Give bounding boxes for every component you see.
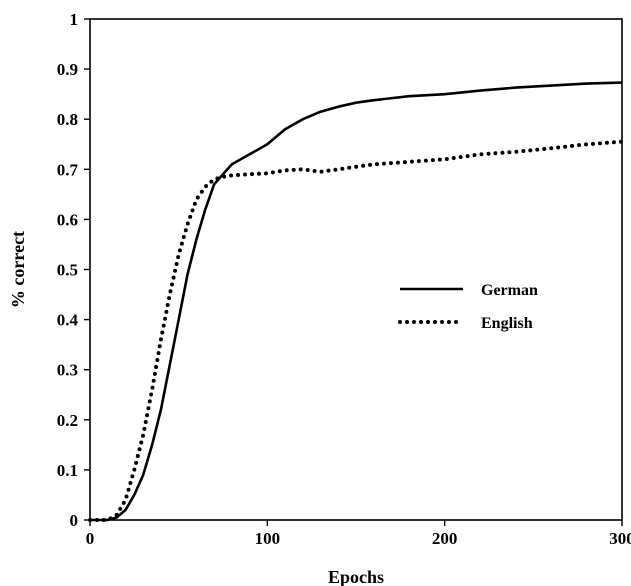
series-layer	[88, 81, 624, 522]
y-tick-label: 0.6	[57, 210, 78, 229]
x-axis-ticks: 0 100 200 300	[86, 520, 631, 548]
x-axis-title: Epochs	[328, 567, 384, 586]
series-line-german	[90, 81, 623, 522]
y-tick-label: 0.1	[57, 461, 78, 480]
y-tick-label: 0	[70, 511, 79, 530]
legend-label-german: German	[481, 282, 538, 299]
plot-frame	[89, 18, 623, 521]
y-tick-label: 1	[70, 10, 79, 29]
y-axis-ticks: 0 0.1 0.2 0.3 0.4 0.5 0.6 0.7 0.8 0.9 1	[57, 10, 90, 530]
y-tick-label: 0.4	[57, 311, 79, 330]
x-tick-label: 300	[609, 529, 631, 548]
y-tick-label: 0.7	[57, 160, 79, 179]
y-tick-label: 0.3	[57, 361, 78, 380]
y-tick-label: 0.5	[57, 261, 78, 280]
legend-label-english: English	[481, 315, 533, 332]
x-tick-label: 0	[86, 529, 95, 548]
y-tick-label: 0.8	[57, 110, 78, 129]
x-tick-label: 100	[255, 529, 281, 548]
y-tick-label: 0.2	[57, 411, 78, 430]
y-axis-title: % correct	[8, 231, 28, 308]
x-tick-label: 200	[432, 529, 458, 548]
y-tick-label: 0.9	[57, 60, 78, 79]
legend: German English	[398, 282, 538, 332]
series-line-english	[88, 139, 624, 522]
